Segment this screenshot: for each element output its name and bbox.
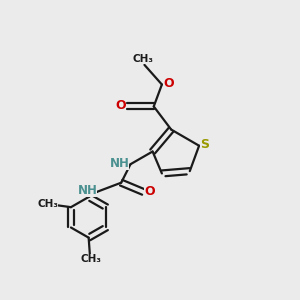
Text: CH₃: CH₃	[133, 54, 154, 64]
Text: CH₃: CH₃	[80, 254, 101, 264]
Text: N: N	[119, 157, 129, 170]
Text: O: O	[145, 185, 155, 198]
Text: S: S	[200, 138, 209, 151]
Text: O: O	[116, 100, 126, 112]
Text: CH₃: CH₃	[37, 199, 58, 209]
Text: O: O	[164, 77, 174, 90]
Text: NH: NH	[110, 157, 129, 170]
Text: NH: NH	[78, 184, 98, 197]
